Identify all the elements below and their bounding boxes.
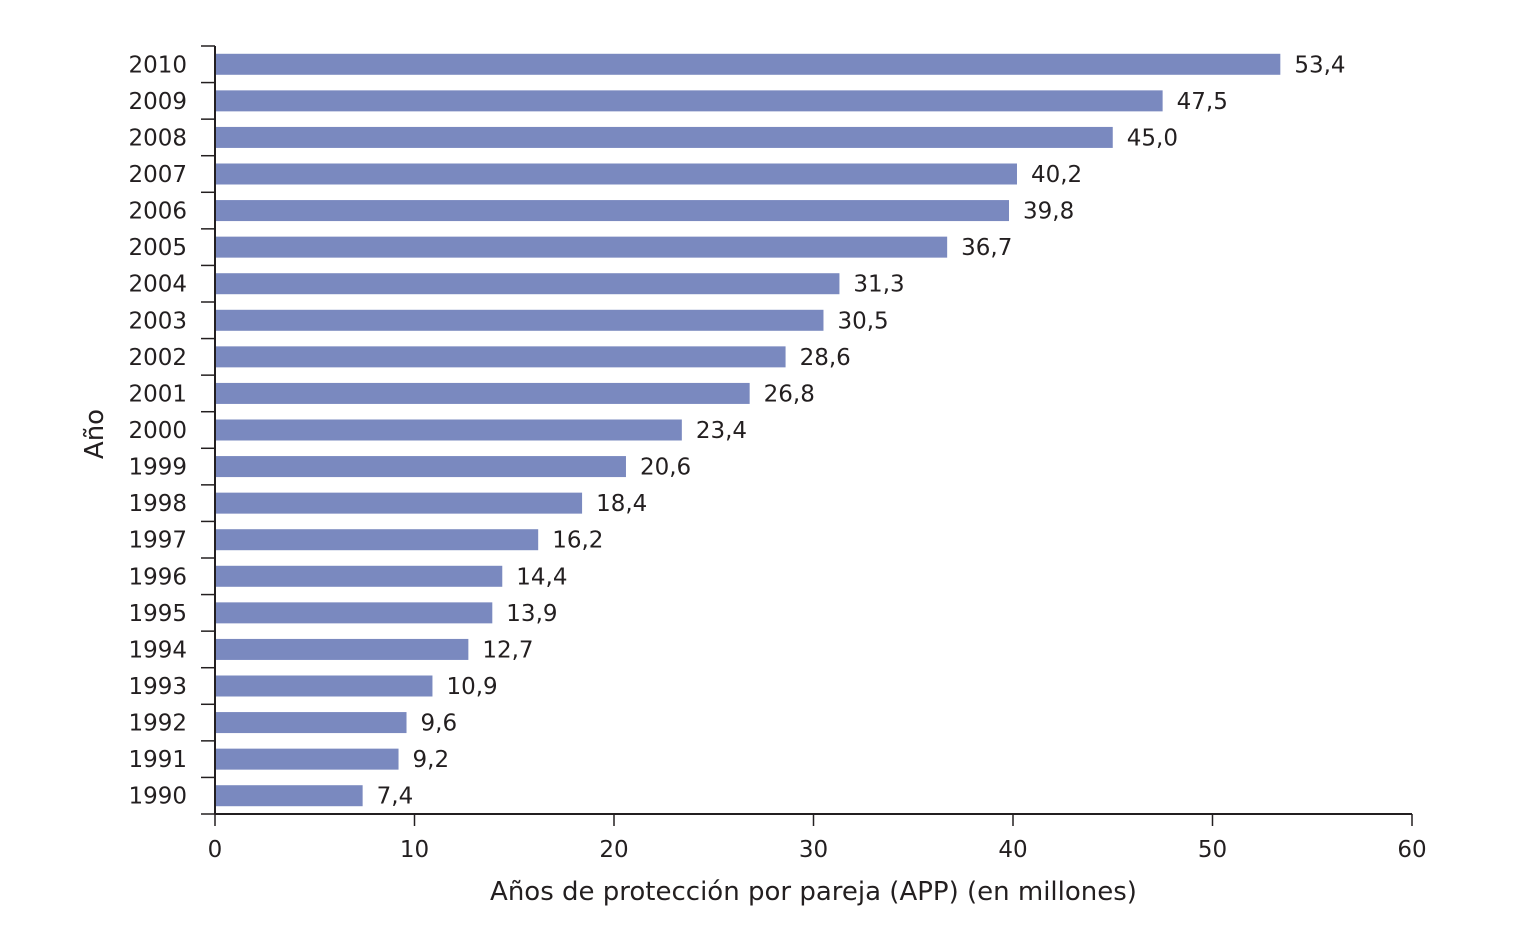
data-label-2002: 28,6 [800,345,851,371]
data-label-2005: 36,7 [961,235,1012,261]
data-label-1993: 10,9 [446,674,497,700]
bar-1998 [215,492,583,514]
bar-1995 [215,602,493,624]
y-tick-label-2005: 2005 [128,235,187,261]
data-label-1995: 13,9 [506,601,557,627]
data-label-2001: 26,8 [764,381,815,407]
bar-2007 [215,163,1017,185]
data-label-2000: 23,4 [696,418,747,444]
x-tick-label-10: 10 [400,837,429,863]
data-label-1990: 7,4 [377,784,414,810]
bar-2005 [215,236,948,258]
data-label-2007: 40,2 [1031,162,1082,188]
bars-group [215,53,1281,807]
bar-1999 [215,456,626,478]
y-tick-label-1991: 1991 [128,747,187,773]
data-label-2006: 39,8 [1023,199,1074,225]
y-tick-label-1993: 1993 [128,674,187,700]
data-label-2009: 47,5 [1177,89,1228,115]
data-label-2003: 30,5 [837,308,888,334]
bar-1994 [215,638,469,660]
y-tick-label-2007: 2007 [128,162,187,188]
bar-2000 [215,419,682,441]
y-axis: 2010 2009 2008 2007 2006 2005 2004 2003 2002 2001… [128,45,216,815]
data-label-1996: 14,4 [516,564,567,590]
data-label-1994: 12,7 [482,637,533,663]
y-tick-label-1998: 1998 [128,491,187,517]
data-label-1997: 16,2 [552,528,603,554]
y-tick-label-1995: 1995 [128,601,187,627]
x-tick-label-30: 30 [799,837,828,863]
y-tick-label-2004: 2004 [128,272,187,298]
data-label-1992: 9,6 [421,711,458,737]
bar-1997 [215,529,539,551]
y-tick-label-2001: 2001 [128,381,187,407]
y-tick-label-2009: 2009 [128,89,187,115]
data-labels-group: 53,4 47,5 45,0 40,2 39,8 36,7 31,3 30,5 28,6 26,8… [377,52,1346,809]
y-tick-label-2002: 2002 [128,345,187,371]
y-tick-label-1990: 1990 [128,784,187,810]
x-tick-label-60: 60 [1397,837,1426,863]
bar-2001 [215,382,750,404]
x-tick-label-0: 0 [208,837,223,863]
bar-1990 [215,785,363,807]
y-axis-title: Año [80,409,110,459]
data-label-2008: 45,0 [1127,125,1178,151]
data-label-1999: 20,6 [640,455,691,481]
x-axis-title: Años de protección por pareja (APP) (en … [490,877,1137,907]
bar-2003 [215,309,824,331]
bar-1991 [215,748,399,770]
bar-2009 [215,90,1163,112]
x-axis: 0 10 20 30 40 50 60 [208,813,1427,863]
x-tick-label-20: 20 [599,837,628,863]
bar-2010 [215,53,1281,75]
y-tick-label-2003: 2003 [128,308,187,334]
bar-2004 [215,273,840,295]
bar-2008 [215,126,1113,148]
x-tick-label-50: 50 [1198,837,1227,863]
data-label-2010: 53,4 [1294,52,1345,78]
bar-1996 [215,565,503,587]
x-tick-label-40: 40 [998,837,1027,863]
data-label-2004: 31,3 [853,272,904,298]
y-tick-label-1999: 1999 [128,455,187,481]
y-tick-label-1992: 1992 [128,711,187,737]
y-tick-label-1997: 1997 [128,528,187,554]
y-tick-label-2000: 2000 [128,418,187,444]
y-tick-label-2006: 2006 [128,199,187,225]
bar-1992 [215,712,407,734]
bar-2002 [215,346,786,368]
y-tick-label-2008: 2008 [128,125,187,151]
y-tick-label-1994: 1994 [128,637,187,663]
data-label-1991: 9,2 [413,747,450,773]
bar-2006 [215,200,1010,222]
data-label-1998: 18,4 [596,491,647,517]
y-tick-label-1996: 1996 [128,564,187,590]
y-tick-label-2010: 2010 [128,52,187,78]
bar-1993 [215,675,433,697]
